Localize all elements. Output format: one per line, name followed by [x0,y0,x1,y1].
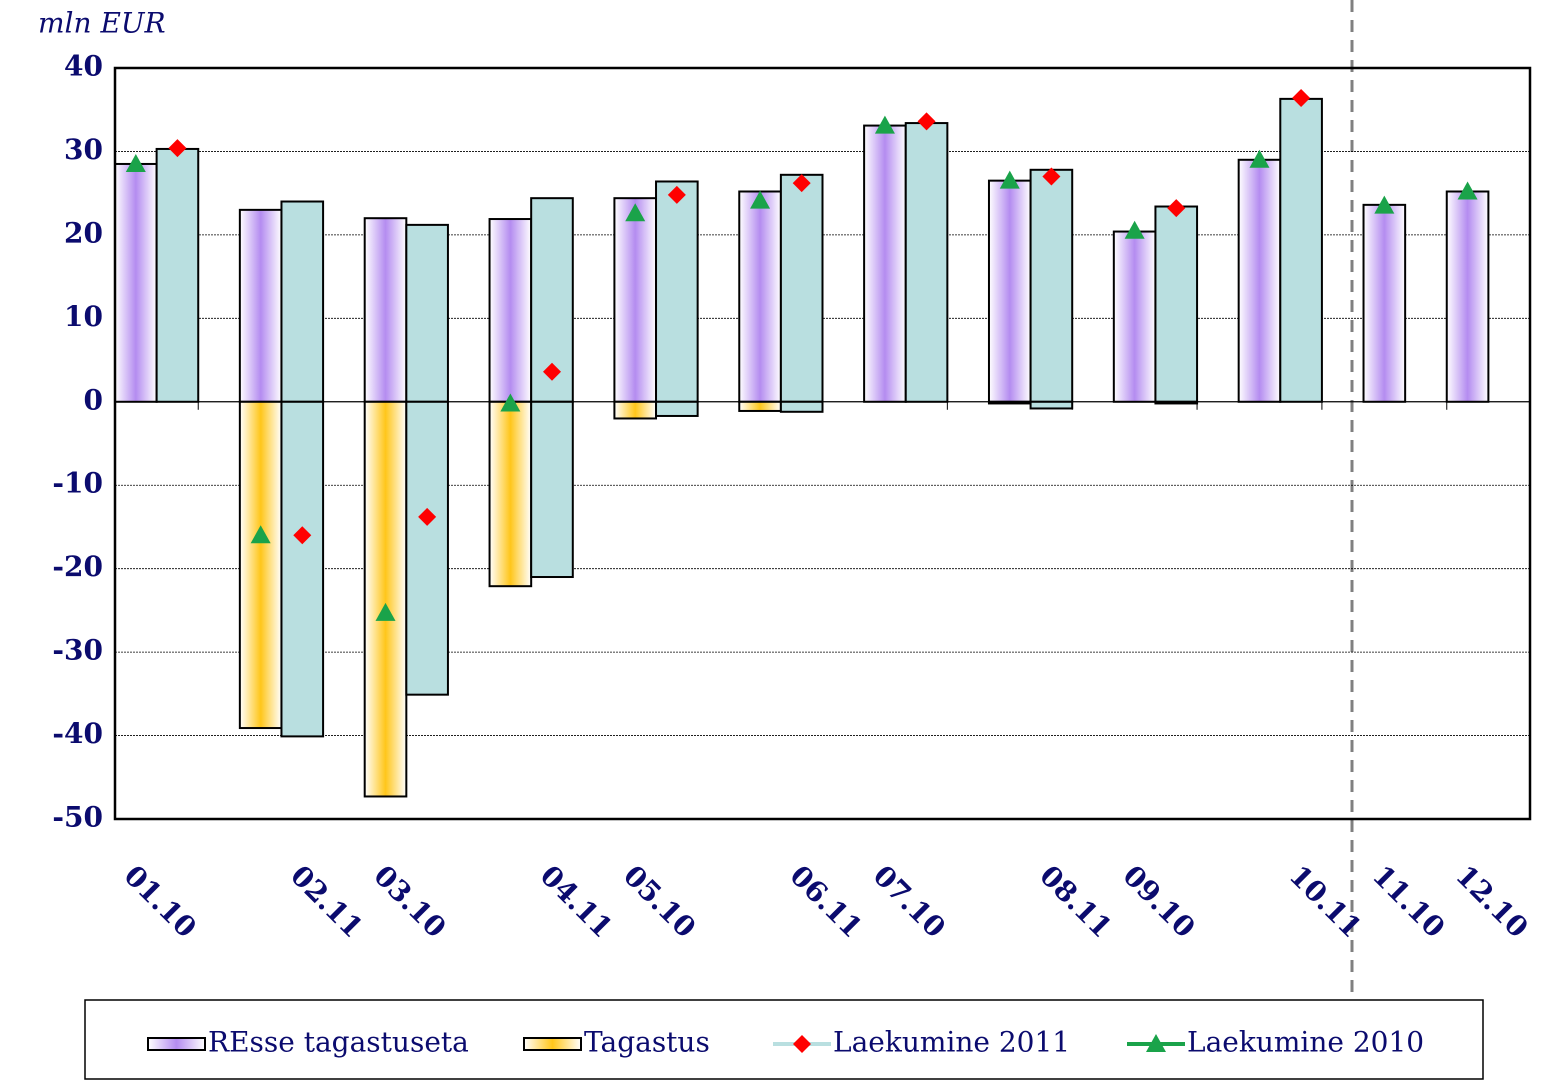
y-tick-label: 10 [64,300,103,333]
y-tick-label: -50 [52,801,103,834]
marker [1042,167,1061,186]
x-tick-label: 02.11 [284,859,369,944]
x-tick-label: 09.10 [1116,859,1201,944]
bar [1237,158,1282,403]
bar [1029,168,1074,403]
marker [1292,89,1311,108]
marker [1374,195,1395,214]
bar [738,190,782,403]
bar [363,400,408,798]
y-tick-label: -40 [52,717,103,750]
marker [750,190,771,209]
bar [987,179,1032,403]
legend-box [84,999,1484,1080]
x-tick-label: 12.10 [1449,859,1534,944]
marker [293,526,312,545]
legend-label: Tagastus [584,1026,710,1059]
y-tick-label: -20 [52,550,103,583]
y-axis-label: mln EUR [38,7,166,40]
marker [168,139,187,158]
bar [655,180,699,403]
bar [280,400,325,738]
x-tick-label: 04.11 [534,859,619,944]
x-tick-label: 05.10 [617,859,702,944]
bar [363,217,408,403]
bar [904,122,949,403]
y-tick-label: 0 [84,383,103,416]
marker [125,153,146,172]
bar [1362,203,1407,403]
bar [1154,205,1199,403]
plot-border [113,66,1532,821]
bar [114,162,158,403]
bar [155,147,200,403]
bar [405,223,449,403]
bar [1154,400,1199,405]
marker [1124,220,1145,239]
x-tick-label: 10.11 [1283,859,1368,944]
x-tick-label: 06.11 [783,859,868,944]
bar [779,400,824,413]
bar [738,400,782,412]
bar [655,400,699,417]
bar [613,197,658,403]
x-tick-label: 01.10 [118,859,203,944]
bar [1029,400,1074,410]
bar [1445,190,1490,403]
x-tick-label: 07.10 [867,859,952,944]
marker [1167,199,1186,218]
bar [1279,97,1323,403]
bar [488,218,533,403]
marker [874,115,895,134]
bar [488,400,533,588]
marker [999,170,1020,189]
y-tick-label: -30 [52,634,103,667]
bar [613,400,658,420]
marker [1457,181,1478,200]
x-tick-label: 08.11 [1033,859,1118,944]
legend-swatch [523,1037,582,1051]
bar [238,400,283,730]
legend-label: Laekumine 2011 [833,1026,1070,1059]
marker [418,507,437,526]
marker [917,112,936,131]
legend-label: Laekumine 2010 [1187,1026,1424,1059]
marker [625,203,646,222]
y-tick-label: -10 [52,467,103,500]
y-tick-label: 40 [64,50,103,83]
y-tick-label: 20 [64,216,103,249]
marker [542,362,561,381]
bar [863,124,907,403]
x-tick-label: 03.10 [367,859,452,944]
y-tick-label: 30 [64,133,103,166]
marker [792,174,811,193]
marker [1249,149,1270,168]
x-tick-label: 11.10 [1366,859,1451,944]
bar [405,400,449,696]
bar [238,208,283,403]
bar [280,200,325,403]
bar [779,173,824,403]
marker [667,185,686,204]
marker [375,602,396,621]
legend-marker [1146,1034,1166,1052]
marker [500,393,521,412]
bar [1112,230,1157,403]
bar [987,400,1032,405]
marker [250,525,271,544]
legend-label: REsse tagastuseta [208,1026,469,1059]
legend-swatch [147,1037,206,1051]
legend-marker [793,1035,811,1053]
bar [530,400,574,579]
